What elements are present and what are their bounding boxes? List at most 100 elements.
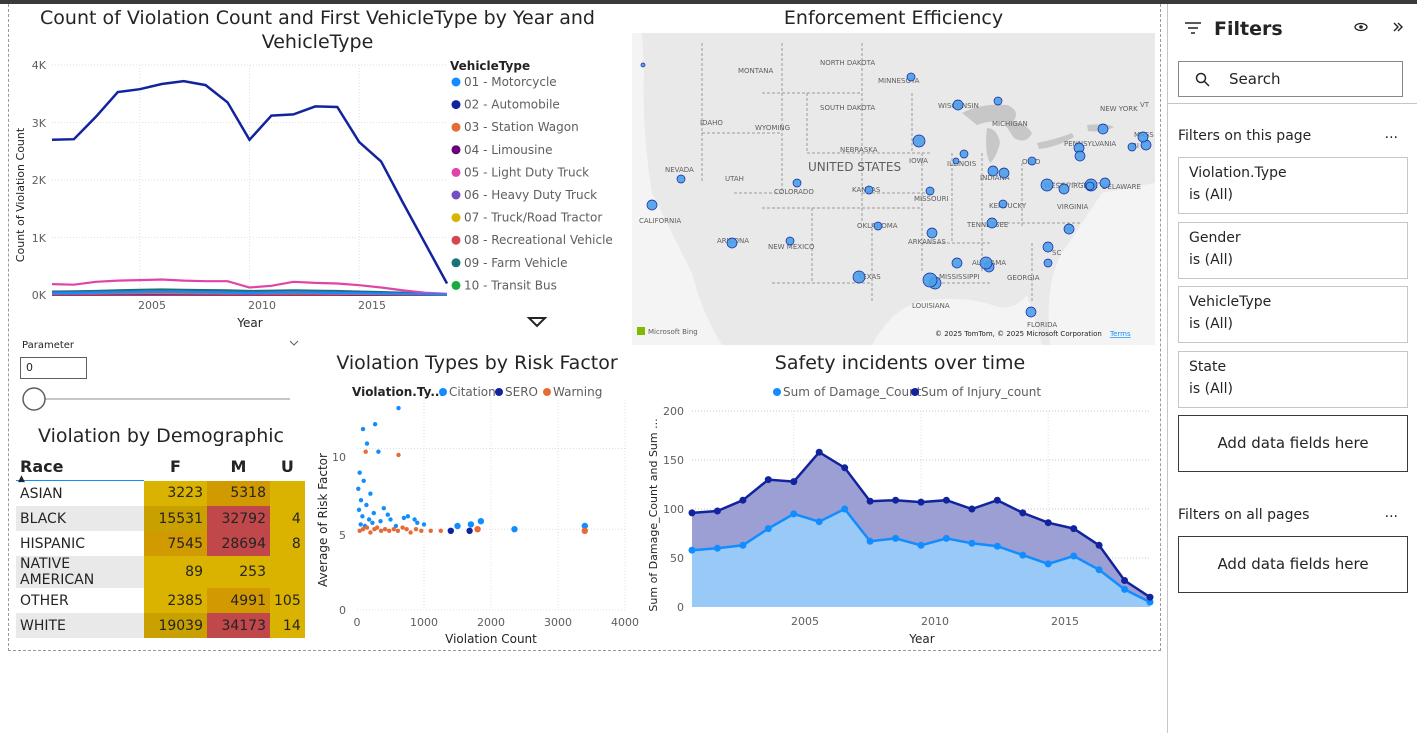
map-bubble[interactable] [998, 167, 1010, 179]
legend-item[interactable]: 10 - Transit Bus [464, 278, 557, 292]
scatter-point[interactable] [421, 522, 427, 527]
area-point[interactable] [968, 505, 976, 513]
matrix-header-f[interactable]: F [170, 456, 181, 476]
area-point[interactable] [713, 507, 721, 515]
area-point[interactable] [892, 534, 900, 542]
matrix-header-race[interactable]: Race ▲ [18, 456, 64, 485]
area-point[interactable] [1044, 560, 1052, 568]
scatter-point[interactable] [368, 530, 373, 535]
legend-item[interactable]: 09 - Farm Vehicle [464, 256, 568, 270]
filters-search-input[interactable]: Search [1178, 61, 1403, 97]
parameter-input[interactable]: 0 [20, 357, 87, 379]
map-bubble[interactable] [1040, 178, 1054, 192]
scatter-point[interactable] [415, 520, 420, 525]
legend-item[interactable]: 04 - Limousine [464, 143, 552, 157]
area-point[interactable] [917, 541, 925, 549]
area-point[interactable] [764, 525, 772, 533]
scatter-point[interactable] [364, 525, 370, 530]
scatter-point[interactable] [372, 422, 378, 427]
parameter-chevron-icon[interactable] [289, 339, 299, 347]
scatter-point[interactable] [404, 527, 409, 532]
map-bubble[interactable] [1099, 177, 1111, 189]
filters-page-more-button[interactable]: ... [1384, 126, 1398, 142]
scatter-point[interactable] [388, 517, 393, 522]
add-data-fields-all[interactable]: Add data fields here [1178, 536, 1408, 593]
area-point[interactable] [713, 544, 721, 552]
area-point[interactable] [1019, 551, 1027, 559]
map-bubble[interactable] [925, 186, 935, 196]
table-row[interactable]: OTHER 2385 4991 105 [16, 588, 305, 613]
scatter-point[interactable] [370, 520, 375, 525]
area-chart[interactable]: Sum of Damage_Count Sum of Injury_count 0… [640, 380, 1158, 650]
area-point[interactable] [993, 542, 1001, 550]
map-bubble[interactable] [998, 199, 1008, 209]
map-bubble[interactable] [1025, 306, 1037, 318]
map-bubble[interactable] [993, 96, 1003, 106]
scatter-point[interactable] [412, 517, 417, 522]
map-bubble[interactable] [1042, 241, 1054, 253]
scatter-point[interactable] [358, 498, 364, 503]
scatter-point[interactable] [382, 527, 388, 532]
area-point[interactable] [1095, 541, 1103, 549]
map-bubble[interactable] [1085, 181, 1095, 191]
scatter-point[interactable] [438, 528, 443, 533]
scatter-point[interactable] [391, 527, 396, 532]
scatter-point[interactable] [357, 470, 362, 475]
map-bubble[interactable] [726, 237, 738, 249]
map-visual[interactable]: MONTANA NORTH DAKOTA MINNESOTA SOUTH DAKOTA… [632, 33, 1155, 345]
map-bubble[interactable] [979, 256, 993, 270]
map-bubble[interactable] [926, 227, 938, 239]
area-point[interactable] [1121, 585, 1129, 593]
map-bubble[interactable] [1137, 131, 1149, 143]
scatter-point[interactable] [356, 486, 361, 491]
area-point[interactable] [841, 464, 849, 472]
map-bubble[interactable] [646, 199, 658, 211]
scatter-point[interactable] [387, 528, 392, 533]
legend-item[interactable]: 03 - Station Wagon [464, 120, 579, 134]
scatter-point[interactable] [454, 522, 461, 530]
map-bubble[interactable] [986, 217, 998, 229]
line-chart[interactable]: 4K 3K 2K 1K 0K 2005 2010 2015 Year Count… [10, 55, 620, 335]
area-point[interactable] [815, 448, 823, 456]
legend-item[interactable]: 01 - Motorcycle [464, 75, 557, 89]
scatter-chart[interactable]: Violation.Ty... Citation SERO Warning 0 5 … [312, 380, 642, 650]
scatter-point[interactable] [378, 519, 383, 524]
map-bubble[interactable] [1027, 156, 1037, 166]
area-point[interactable] [739, 496, 747, 504]
scatter-point[interactable] [400, 525, 405, 530]
legend-item[interactable]: 06 - Heavy Duty Truck [464, 188, 597, 202]
scatter-point[interactable] [396, 452, 401, 458]
legend-item[interactable]: Citation [449, 385, 496, 399]
parameter-slider[interactable] [20, 386, 295, 414]
scatter-point[interactable] [395, 528, 401, 533]
filter-card-state[interactable]: State is (All) [1178, 350, 1408, 408]
scatter-point[interactable] [511, 526, 518, 533]
area-legend[interactable]: Sum of Damage_Count Sum of Injury_count [773, 385, 1041, 399]
scatter-point[interactable] [396, 405, 401, 411]
scatter-point[interactable] [428, 528, 433, 533]
area-point[interactable] [790, 478, 798, 486]
area-point[interactable] [942, 534, 950, 542]
map-bubble[interactable] [1097, 123, 1109, 135]
scatter-legend[interactable]: Citation SERO Warning [439, 385, 602, 399]
map-bubble[interactable] [676, 174, 686, 184]
table-row[interactable]: HISPANIC 7545 28694 8 [16, 531, 305, 556]
legend-item[interactable]: Sum of Injury_count [921, 385, 1041, 399]
filter-card-gender[interactable]: Gender is (All) [1178, 221, 1408, 279]
map-bubble[interactable] [1043, 258, 1053, 268]
area-point[interactable] [1146, 598, 1154, 606]
legend-item[interactable]: 05 - Light Duty Truck [464, 165, 589, 179]
area-point[interactable] [1146, 593, 1154, 601]
legend-item[interactable]: Sum of Damage_Count [783, 385, 922, 399]
scatter-point[interactable] [360, 527, 366, 532]
scatter-point[interactable] [408, 530, 413, 535]
map-bubble[interactable] [952, 99, 964, 111]
map-bubble[interactable] [959, 149, 969, 159]
legend-item[interactable]: 07 - Truck/Road Tractor [464, 211, 602, 225]
area-point[interactable] [815, 518, 823, 526]
area-point[interactable] [739, 541, 747, 549]
sort-ascending-icon[interactable]: ▲ [18, 474, 25, 484]
map-bubble[interactable] [906, 72, 916, 82]
scatter-point[interactable] [356, 507, 362, 512]
area-point[interactable] [764, 476, 772, 484]
